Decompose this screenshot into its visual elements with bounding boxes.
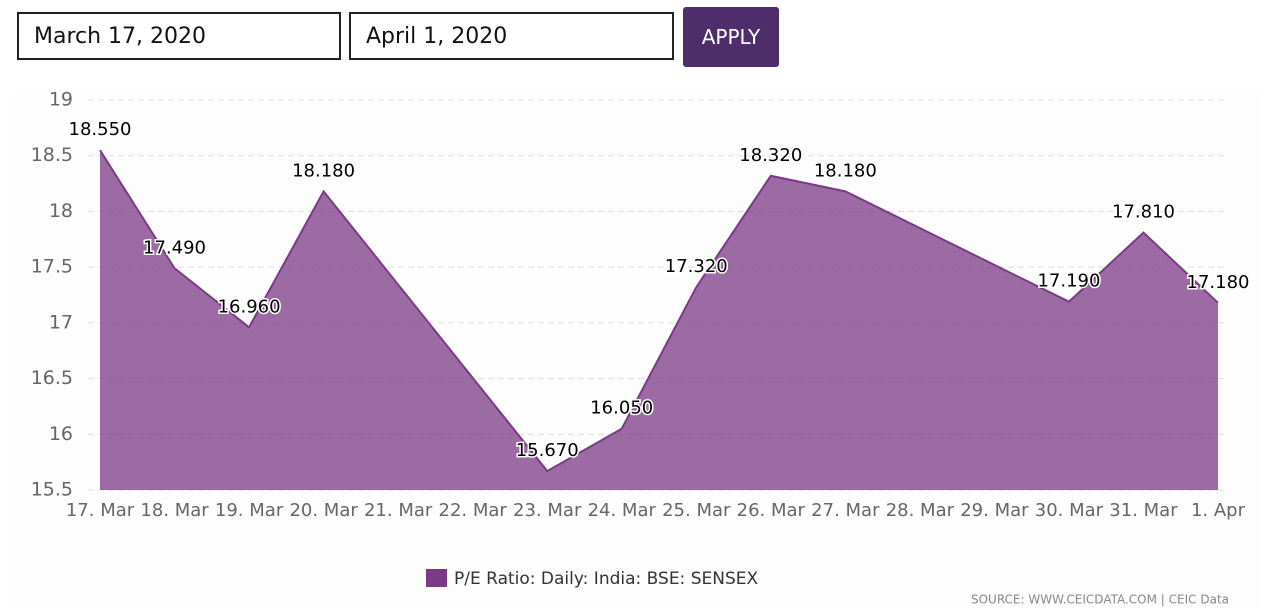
line	[99, 149, 1219, 473]
data-label: 18.320	[739, 145, 802, 166]
x-tick-label: 22. Mar	[439, 500, 508, 521]
data-label: 15.670	[516, 440, 579, 461]
data-label: 18.550	[69, 119, 132, 140]
end-date[interactable]: April 1, 2020	[349, 12, 674, 60]
data-label: 16.050	[590, 398, 653, 419]
y-tick-label: 16.5	[31, 367, 73, 389]
start-date[interactable]: March 17, 2020	[17, 12, 341, 60]
x-tick-label: 19. Mar	[215, 500, 284, 521]
y-tick-label: 17.5	[31, 256, 73, 278]
x-tick-label: 17. Mar	[66, 500, 135, 521]
y-tick-label: 18.5	[31, 144, 73, 166]
data-label: 17.490	[143, 237, 206, 258]
area	[100, 150, 1218, 490]
y-tick-label: 17	[49, 311, 73, 333]
x-tick-label: 27. Mar	[811, 500, 880, 521]
x-tick-label: 28. Mar	[886, 500, 955, 521]
y-tick-label: 18	[49, 200, 73, 222]
legend-swatch	[426, 569, 447, 587]
data-label: 18.180	[814, 160, 877, 181]
x-tick-label: 20. Mar	[289, 500, 358, 521]
apply-button[interactable]: APPLY	[683, 7, 779, 67]
y-tick-label: 16	[49, 423, 73, 445]
x-tick-label: 31. Mar	[1109, 500, 1178, 521]
data-label: 16.960	[218, 296, 281, 317]
x-tick-label: 23. Mar	[513, 500, 582, 521]
x-tick-label: 24. Mar	[588, 500, 657, 521]
x-tick-label: 29. Mar	[960, 500, 1029, 521]
source: SOURCE: WWW.CEICDATA.COM | CEIC Data	[971, 593, 1229, 607]
data-label: 17.320	[665, 256, 728, 277]
legend-label: P/E Ratio: Daily: India: BSE: SENSEX	[454, 569, 758, 589]
x-tick-label: 30. Mar	[1035, 500, 1104, 521]
y-tick-label: 15.5	[31, 479, 73, 501]
x-tick-label: 21. Mar	[364, 500, 433, 521]
x-tick-label: 25. Mar	[662, 500, 731, 521]
x-tick-label: 1. Apr	[1191, 500, 1246, 521]
data-label: 17.190	[1037, 271, 1100, 292]
data-label: 17.180	[1187, 272, 1250, 293]
y-tick-label: 19	[49, 89, 73, 111]
data-label: 17.810	[1112, 202, 1175, 223]
x-tick-label: 26. Mar	[737, 500, 806, 521]
x-tick-label: 18. Mar	[140, 500, 209, 521]
data-label: 18.180	[292, 160, 355, 181]
